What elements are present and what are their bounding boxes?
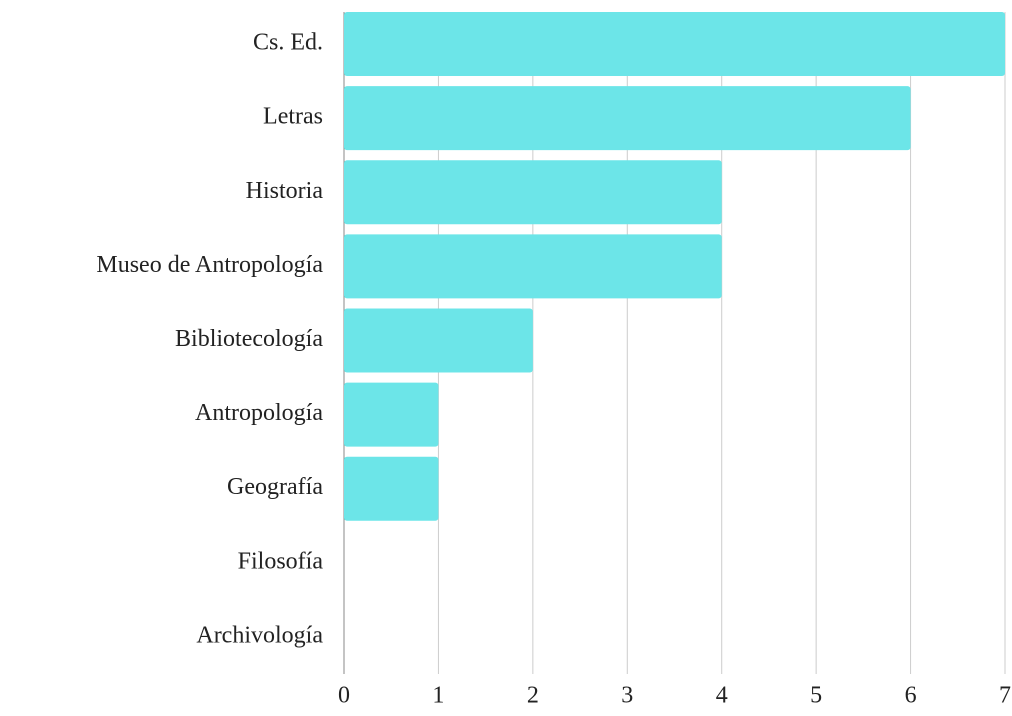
x-tick-label: 5 (810, 683, 822, 709)
x-tick-label: 2 (527, 683, 539, 709)
y-tick-label: Historia (246, 178, 324, 204)
y-tick-label: Filosofía (238, 548, 324, 574)
x-tick-label: 7 (999, 683, 1011, 709)
x-tick-label: 6 (905, 683, 917, 709)
bar (344, 308, 533, 373)
bar (344, 456, 439, 521)
bar (344, 234, 722, 299)
bar (344, 86, 911, 151)
y-tick-label: Antropología (195, 400, 323, 426)
x-tick-label: 4 (716, 683, 728, 709)
y-tick-label: Bibliotecología (175, 326, 323, 352)
y-tick-label: Geografía (227, 474, 323, 500)
y-tick-label: Archivología (196, 622, 323, 648)
bar (344, 12, 1005, 77)
x-tick-label: 0 (338, 683, 350, 709)
bar (344, 160, 722, 225)
y-tick-label: Museo de Antropología (96, 252, 323, 278)
bar (344, 382, 439, 447)
y-tick-label: Cs. Ed. (253, 30, 323, 56)
x-tick-label: 3 (621, 683, 633, 709)
y-tick-label: Letras (263, 104, 323, 130)
x-tick-label: 1 (432, 683, 444, 709)
